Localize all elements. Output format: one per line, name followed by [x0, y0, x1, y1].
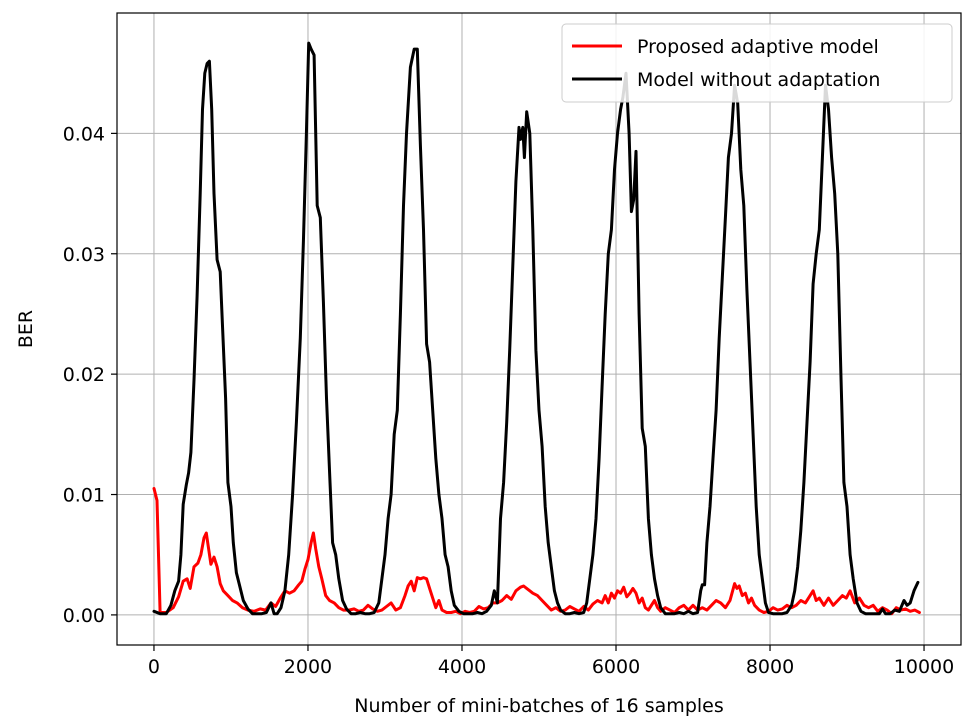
- y-tick-label: 0.01: [63, 485, 105, 507]
- y-tick-label: 0.02: [63, 364, 105, 386]
- y-tick-label: 0.04: [63, 123, 105, 145]
- legend-label-model-without-adaptation: Model without adaptation: [637, 69, 880, 91]
- x-tick-label: 0: [148, 656, 160, 678]
- y-tick-label: 0.03: [63, 244, 105, 266]
- x-tick-label: 6000: [592, 656, 640, 678]
- x-axis: 0 2000 4000 6000 8000 10000: [148, 645, 954, 678]
- legend-box: [561, 23, 953, 103]
- x-tick-label: 8000: [746, 656, 794, 678]
- axes-frame: [116, 12, 962, 646]
- legend-label-proposed-adaptive-model: Proposed adaptive model: [637, 36, 879, 58]
- legend: Proposed adaptive model Model without ad…: [561, 23, 953, 103]
- x-tick-label: 10000: [894, 656, 954, 678]
- series-line-model-without-adaptation: [152, 41, 920, 616]
- y-axis: 0.00 0.01 0.02 0.03 0.04: [63, 123, 117, 627]
- x-tick-label: 4000: [438, 656, 486, 678]
- plot-area: [152, 41, 921, 616]
- y-tick-label: 0.00: [63, 605, 105, 627]
- grid-lines: [117, 13, 961, 645]
- x-tick-label: 2000: [284, 656, 332, 678]
- x-axis-label: Number of mini-batches of 16 samples: [354, 695, 724, 717]
- y-axis-label: BER: [15, 310, 37, 348]
